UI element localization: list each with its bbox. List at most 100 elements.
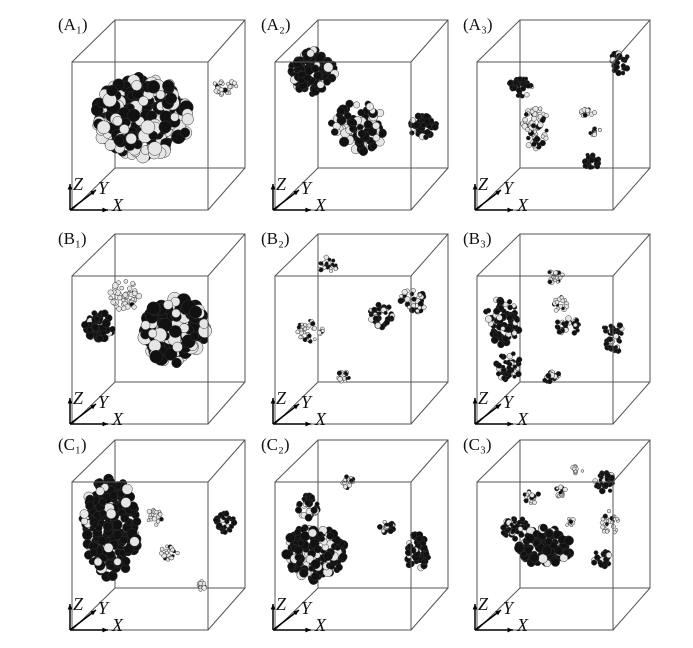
particle xyxy=(602,513,608,519)
particle xyxy=(412,121,420,129)
panel: (A₁) XYZ xyxy=(58,15,246,215)
particle xyxy=(219,91,224,96)
particle xyxy=(502,335,510,343)
panel-label: (C₃) xyxy=(463,435,492,454)
arrow-head xyxy=(270,604,276,610)
particle xyxy=(216,522,223,529)
cube-front xyxy=(71,61,209,211)
arrow-head xyxy=(67,184,73,190)
cube-edge xyxy=(207,587,246,631)
axis-label: Z xyxy=(276,594,287,614)
particle xyxy=(334,263,338,267)
particle xyxy=(590,152,595,158)
particle xyxy=(189,331,199,341)
particle xyxy=(94,316,101,322)
arrow-head xyxy=(102,627,108,633)
particle xyxy=(198,581,203,586)
cube-edge xyxy=(274,19,319,63)
particle xyxy=(368,312,374,318)
particle xyxy=(411,296,417,302)
arrow-head xyxy=(472,184,478,190)
particle xyxy=(79,509,89,519)
axis-label: X xyxy=(516,615,529,635)
particle xyxy=(500,326,506,332)
particle xyxy=(544,128,549,133)
particle xyxy=(357,109,365,117)
particle xyxy=(98,509,107,518)
particle xyxy=(542,377,548,383)
axis-label: Y xyxy=(301,598,313,618)
particle xyxy=(397,297,404,304)
particle xyxy=(140,119,156,135)
particle xyxy=(120,513,130,523)
particle xyxy=(123,279,129,284)
particle xyxy=(561,306,565,311)
panel: (A₂) XYZ xyxy=(261,15,449,215)
particle xyxy=(119,285,124,291)
cube-edge xyxy=(612,381,651,425)
particle xyxy=(86,327,93,334)
particle xyxy=(592,110,598,116)
particle xyxy=(594,554,601,561)
particle xyxy=(600,517,605,522)
particle xyxy=(315,53,325,63)
particle xyxy=(495,362,502,369)
particle xyxy=(140,320,151,330)
arrow-head xyxy=(90,404,96,410)
particle xyxy=(333,266,338,271)
particle xyxy=(294,553,303,562)
axis-label: X xyxy=(314,195,327,215)
particle xyxy=(159,551,164,556)
particle xyxy=(409,291,415,297)
particle xyxy=(560,298,566,304)
panel-label: (A₃) xyxy=(463,15,493,34)
panel: (B₃) XYZ xyxy=(463,229,651,429)
cube-edge xyxy=(410,587,449,631)
particle xyxy=(525,83,532,89)
particle xyxy=(117,295,123,301)
particle xyxy=(553,270,559,276)
particle xyxy=(544,529,554,538)
cube-edge xyxy=(410,381,449,425)
arrow-head xyxy=(270,398,276,404)
particle xyxy=(409,306,416,314)
particle xyxy=(171,357,182,369)
panel-label: (B₂) xyxy=(261,229,290,248)
particle xyxy=(107,289,114,296)
particle xyxy=(112,282,119,289)
particle xyxy=(415,308,420,314)
particle xyxy=(615,70,622,77)
particle xyxy=(517,526,524,532)
axis-label: X xyxy=(516,409,529,429)
particle xyxy=(159,546,165,552)
cube-edge xyxy=(207,167,246,211)
particle xyxy=(126,285,133,292)
particle xyxy=(563,549,570,556)
particle xyxy=(154,510,159,515)
particle xyxy=(515,529,520,535)
cube-front xyxy=(476,275,614,425)
particle xyxy=(529,492,535,498)
particle xyxy=(318,535,325,542)
particle xyxy=(310,506,318,514)
particle xyxy=(374,322,382,329)
axis-label: X xyxy=(314,615,327,635)
particle xyxy=(295,559,304,567)
particle xyxy=(504,528,510,534)
particle xyxy=(617,322,623,329)
particle xyxy=(116,306,122,312)
arrow-head xyxy=(102,421,108,427)
axis-label: X xyxy=(516,195,529,215)
particle xyxy=(310,572,320,581)
particle xyxy=(535,491,541,497)
axis-label: Z xyxy=(478,594,489,614)
particle xyxy=(304,513,313,522)
panel-label: (A₂) xyxy=(261,15,291,34)
particle xyxy=(592,132,598,138)
particle xyxy=(599,487,606,495)
particle xyxy=(584,107,591,114)
particle xyxy=(604,529,610,534)
cube-edge xyxy=(612,439,651,483)
particle xyxy=(507,304,513,311)
particle xyxy=(383,319,390,326)
